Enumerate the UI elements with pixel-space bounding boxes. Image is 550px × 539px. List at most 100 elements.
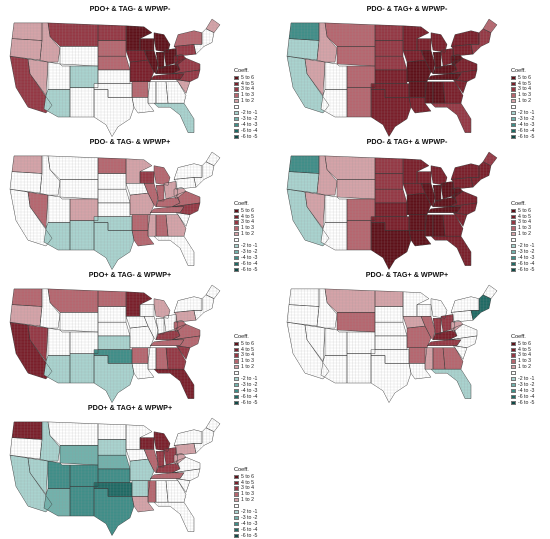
legend-item: 1 to 2 [234, 497, 274, 504]
legend-label: 4 to 5 [518, 346, 531, 353]
legend-swatch [511, 347, 516, 352]
legend-label: 1 to 2 [518, 231, 531, 238]
legend-label: 5 to 6 [241, 74, 254, 81]
legend-swatch [234, 521, 239, 526]
state-region-mn [126, 424, 152, 450]
legend-label: 3 to 4 [241, 485, 254, 492]
state-border [69, 464, 99, 487]
legend-swatch [234, 371, 239, 376]
state-border [171, 69, 201, 82]
state-region-co [70, 66, 98, 88]
legend-label: 3 to 4 [518, 352, 531, 359]
legend-label: 5 to 6 [241, 340, 254, 347]
legend-item: 5 to 6 [234, 341, 274, 347]
legend-swatch [511, 267, 516, 272]
state-region-il [421, 50, 435, 74]
legend-item: 5 to 6 [234, 474, 274, 480]
legend-item [511, 237, 550, 243]
state-region-id [40, 288, 60, 329]
legend-swatch [234, 75, 239, 80]
legend-item: -6 to -4 [234, 128, 274, 134]
legend-label: 3 to 4 [518, 86, 531, 93]
legend-item: -4 to -3 [234, 122, 274, 128]
legend-swatch [234, 244, 239, 249]
legend-item: 1 to 3 [234, 358, 274, 365]
legend-title: Coeff. [234, 201, 249, 207]
legend-swatch [511, 371, 516, 376]
state-region-ks [98, 69, 130, 84]
state-region-mi [154, 165, 170, 186]
state-border [442, 214, 464, 237]
state-region-ar [409, 347, 427, 364]
legend-item: -2 to -1 [511, 243, 550, 249]
state-region-id [40, 421, 60, 462]
legend-label: -2 to -1 [241, 376, 258, 383]
state-region-ca [287, 189, 329, 246]
state-border [153, 102, 195, 133]
legend-item: 5 to 6 [234, 75, 274, 81]
state-region-az [44, 355, 70, 383]
legend-item: -2 to -1 [234, 509, 274, 515]
legend-item: -3 to -2 [234, 249, 274, 255]
state-region-mi [431, 165, 447, 186]
state-border [163, 447, 179, 466]
state-border [440, 314, 456, 333]
legend-swatch [511, 388, 516, 393]
legend-item: -3 to -2 [234, 515, 274, 521]
state-region-ky [433, 64, 457, 74]
state-region-tn [427, 339, 461, 346]
state-region-mo [407, 60, 431, 82]
legend-swatch [511, 238, 516, 243]
legend-label: -6 to -5 [518, 266, 535, 273]
state-border [173, 319, 187, 333]
us-county-map [9, 18, 221, 137]
state-region-wv [174, 453, 186, 465]
legend-swatch [234, 232, 239, 237]
state-region-mn [126, 158, 152, 184]
state-region-mo [407, 326, 431, 348]
state-border [432, 318, 442, 335]
legend-item: 4 to 5 [511, 347, 550, 353]
state-region-sc [453, 79, 467, 94]
state-region-mt [48, 155, 98, 180]
legend-swatch [234, 134, 239, 139]
state-border [370, 89, 412, 137]
state-region-nm [70, 486, 94, 516]
legend-label: -6 to -4 [241, 393, 258, 400]
state-region-il [421, 183, 435, 207]
state-region-wi [140, 38, 154, 51]
state-region-fl [154, 502, 194, 532]
legend-item: -3 to -2 [511, 116, 550, 122]
state-border [93, 89, 135, 137]
state-border [450, 53, 464, 67]
state-region-ny [451, 30, 479, 47]
legend-label: 4 to 5 [241, 346, 254, 353]
state-region-il [144, 50, 158, 74]
state-region-ny [174, 30, 202, 47]
state-border [482, 151, 498, 166]
state-region-wi [140, 304, 154, 317]
state-region-il [144, 316, 158, 340]
state-region-co [70, 332, 98, 354]
legend-label: 5 to 6 [518, 74, 531, 81]
legend-swatch [234, 238, 239, 243]
legend-label: -3 to -2 [518, 248, 535, 255]
state-border [173, 452, 187, 466]
panel-title: PDO+ & TAG- & WPWP- [89, 4, 171, 13]
legend-label: -6 to -4 [518, 260, 535, 267]
legend-item: 1 to 3 [511, 225, 550, 232]
legend-item: 1 to 3 [511, 92, 550, 99]
legend-swatch [511, 99, 516, 104]
state-region-mt [325, 22, 375, 47]
legend-label: -2 to -1 [518, 110, 535, 117]
legend-label: 1 to 2 [241, 231, 254, 238]
state-region-wv [174, 54, 186, 66]
state-region-nm [70, 353, 94, 383]
state-border [93, 355, 135, 403]
legend-item: 1 to 2 [234, 231, 274, 238]
legend-swatch [234, 510, 239, 515]
state-border [205, 18, 221, 33]
state-region-or [10, 38, 42, 61]
legend-label: 4 to 5 [518, 80, 531, 87]
state-border [430, 298, 448, 319]
